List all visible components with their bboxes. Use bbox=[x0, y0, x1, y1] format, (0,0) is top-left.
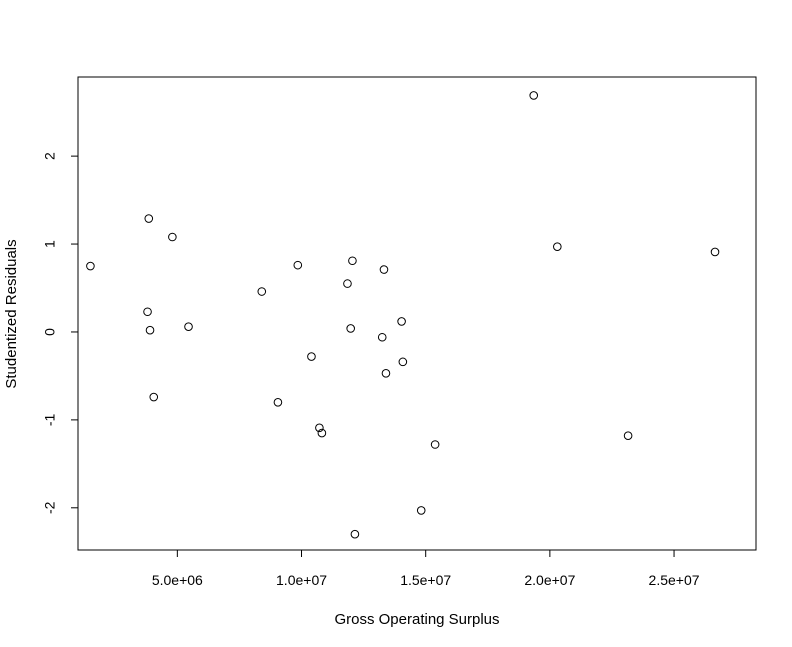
x-tick-label: 1.0e+07 bbox=[276, 572, 327, 588]
data-point bbox=[144, 214, 154, 223]
y-tick-label: 2 bbox=[42, 152, 58, 160]
data-point bbox=[293, 260, 303, 270]
y-tick-label: 0 bbox=[42, 328, 58, 336]
data-point bbox=[397, 317, 406, 326]
data-point bbox=[343, 279, 352, 288]
data-point bbox=[86, 261, 95, 271]
y-tick-label: 1 bbox=[42, 240, 58, 248]
data-point bbox=[143, 307, 152, 317]
data-point bbox=[379, 265, 389, 274]
y-axis-title: Studentized Residuals bbox=[3, 239, 20, 388]
data-point bbox=[348, 256, 357, 266]
data-point bbox=[398, 357, 408, 367]
x-tick-label: 1.5e+07 bbox=[400, 572, 451, 588]
data-point bbox=[257, 287, 267, 296]
data-point bbox=[149, 392, 159, 402]
data-point bbox=[623, 431, 633, 441]
data-point bbox=[430, 440, 440, 449]
plot-frame bbox=[77, 76, 757, 551]
data-point bbox=[168, 232, 177, 242]
x-axis: 5.0e+06 1.0e+07 1.5e+07 2.0e+07 2.5e+07 bbox=[152, 549, 700, 588]
data-point bbox=[710, 247, 720, 257]
x-tick-label: 2.0e+07 bbox=[524, 572, 575, 588]
y-axis: -2 -1 0 1 2 bbox=[42, 152, 79, 514]
y-tick-label: -2 bbox=[42, 501, 58, 514]
data-point bbox=[184, 322, 193, 331]
data-point bbox=[416, 506, 426, 515]
data-point bbox=[350, 529, 360, 539]
x-axis-title: Gross Operating Surplus bbox=[334, 611, 499, 628]
data-point bbox=[317, 428, 327, 438]
data-point bbox=[553, 242, 562, 251]
data-point bbox=[145, 325, 155, 335]
y-tick-label: -1 bbox=[42, 413, 58, 426]
data-point bbox=[377, 332, 387, 342]
x-tick-label: 5.0e+06 bbox=[152, 572, 203, 588]
data-point bbox=[346, 324, 355, 333]
data-point bbox=[273, 397, 283, 407]
x-tick-label: 2.5e+07 bbox=[649, 572, 700, 588]
data-point bbox=[307, 352, 316, 361]
data-points bbox=[86, 91, 720, 539]
data-point bbox=[315, 423, 324, 433]
data-point bbox=[381, 368, 391, 378]
data-point bbox=[529, 91, 539, 100]
